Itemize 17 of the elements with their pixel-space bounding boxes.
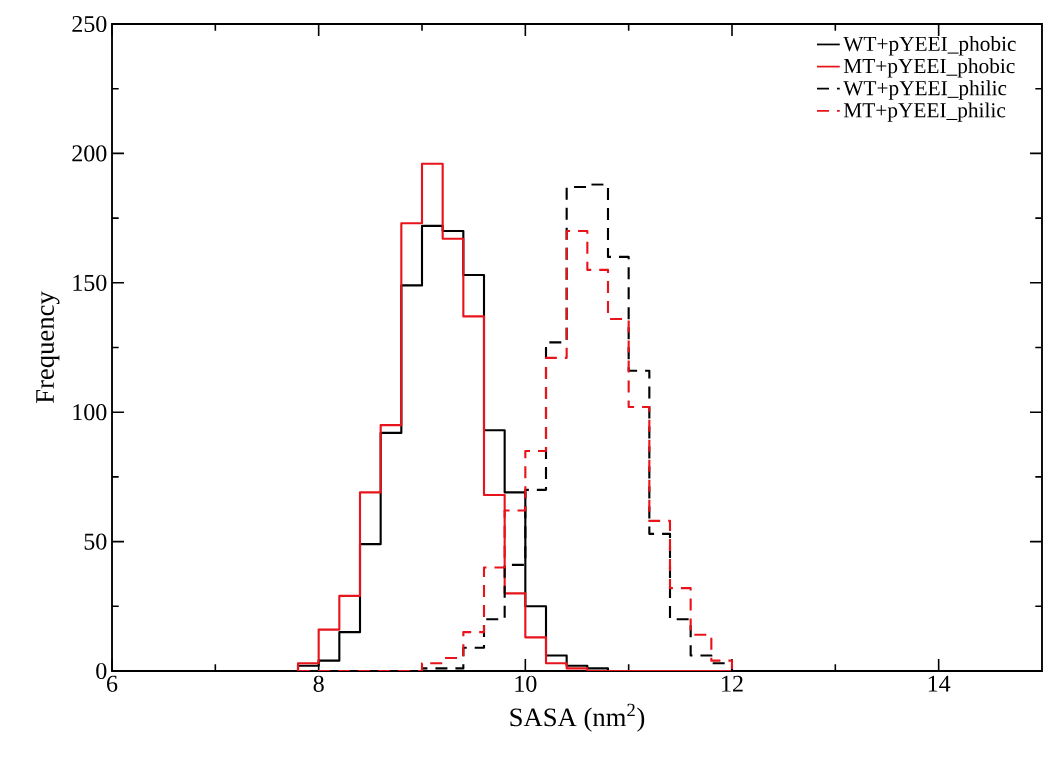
x-tick-label: 12 [722, 675, 743, 692]
y-tick-label: 150 [73, 274, 107, 291]
x-tick-label: 14 [928, 675, 951, 692]
legend-label: MT+pYEEI_phobic [843, 58, 1015, 78]
x-tick-label: 10 [515, 675, 537, 692]
legend-label: WT+pYEEI_philic [843, 80, 1007, 100]
y-tick-label: 0 [96, 662, 107, 680]
y-tick-label: 250 [72, 15, 107, 33]
x-tick-label: 8 [313, 675, 324, 692]
x-tick-label: 6 [107, 675, 118, 692]
legend-label: WT+pYEEI_phobic [843, 36, 1016, 56]
y-tick-label: 200 [72, 145, 107, 162]
y-tick-label: 100 [73, 404, 107, 421]
legend-label: MT+pYEEI_philic [843, 102, 1006, 122]
x-axis-title: SASA (nm$^{2}$) [510, 703, 645, 732]
y-axis-title: Frequency [36, 291, 60, 403]
y-tick-label: 50 [84, 533, 107, 550]
